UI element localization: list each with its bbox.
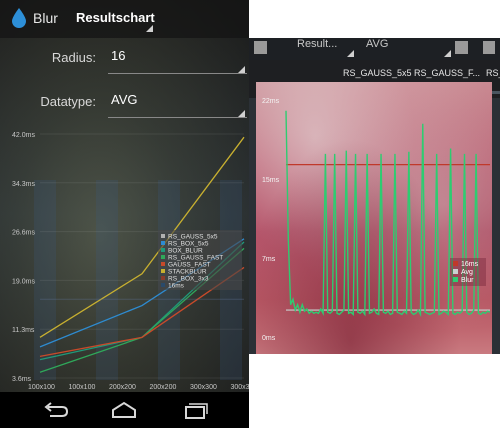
y-tick-label: 7ms [262,256,276,263]
tab-label: RS_B [486,68,500,78]
tab-label: RS_GAUSS_F... [414,68,480,78]
legend-swatch [161,234,165,238]
resultschart-screen: Blur Resultschart Radius: 16 Datatype: A… [0,0,249,428]
legend-swatch [161,241,165,245]
action-bar: Result... AVG [249,38,500,60]
legend-label: RS_BOX_3x3 [168,276,209,283]
view-selector-label: Resultschart [76,10,155,25]
legend-swatch [161,276,165,280]
legend-label: 16ms [168,283,185,290]
settings-icon[interactable] [455,41,468,54]
x-tick-label: 200x200 [109,384,136,391]
radius-value: 16 [111,48,125,63]
legend-label: RS_BOX_5x5 [168,241,209,248]
legend-swatch [161,283,165,287]
back-icon[interactable] [42,400,70,420]
legend-label: GAUSS_FAST [168,262,211,269]
y-tick-label: 19.0ms [12,278,35,285]
navigation-bar [0,392,249,428]
legend-swatch [453,261,458,266]
legend-label: Blur [461,277,474,284]
y-tick-label: 15ms [262,177,280,184]
legend-label: BOX_BLUR [168,248,203,255]
datatype-underline [108,117,247,118]
datatype-label: AVG [366,38,388,50]
y-tick-label: 11.3ms [12,327,35,334]
y-tick-label: 42.0ms [12,132,35,139]
legend-swatch [161,248,165,252]
datatype-label: Datatype: [10,94,96,109]
results-line-chart: 42.0ms34.3ms26.6ms19.0ms11.3ms3.6ms100x1… [0,120,249,392]
blur-detail-screen: Result... AVG RS_GAUSS_5x5 RS_GAUSS_F...… [249,38,500,428]
datatype-value: AVG [111,92,138,107]
view-selector-spinner[interactable]: Result... [297,38,357,60]
x-tick-label: 100x100 [69,384,96,391]
datatype-spinner[interactable]: AVG [366,38,452,60]
datatype-dropdown-icon [238,110,245,117]
legend-label: Avg [461,269,473,276]
y-tick-label: 22ms [262,98,280,105]
x-tick-label: 100x100 [28,384,55,391]
spinner-dropdown-icon [146,25,153,32]
home-icon[interactable] [110,400,138,420]
app-icon [254,41,267,54]
x-tick-label: 200x200 [150,384,177,391]
legend-label: 16ms [461,261,479,268]
tab-label: RS_GAUSS_5x5 [343,68,412,78]
legend-swatch [161,269,165,273]
y-tick-label: 26.6ms [12,230,35,237]
spinner-dropdown-icon [347,50,354,57]
y-tick-label: 3.6ms [12,376,32,383]
radius-dropdown-icon [238,66,245,73]
legend-swatch [453,277,458,282]
y-tick-label: 34.3ms [12,181,35,188]
blurred-image-preview: 22ms 15ms 7ms 0ms 16ms Avg Blur [256,82,492,354]
overflow-icon[interactable] [483,41,495,54]
y-tick-label: 0ms [262,335,276,342]
action-bar: Blur Resultschart [0,0,249,38]
legend-swatch [161,255,165,259]
legend-label: RS_GAUSS_5x5 [168,234,218,241]
empty-area [249,354,500,428]
radius-underline [108,73,247,74]
datatype-field[interactable]: AVG [108,88,247,118]
legend-label: STACKBLUR [168,269,207,276]
x-tick-label: 300x300 [190,384,217,391]
datatype-dropdown-icon [444,50,451,57]
radius-label: Radius: [20,50,96,65]
app-title: Blur [33,10,58,26]
radius-field[interactable]: 16 [108,44,247,74]
legend-label: RS_GAUSS_FAST [168,255,223,262]
legend-swatch [453,269,458,274]
legend-swatch [161,262,165,266]
x-tick-label: 300x300 [231,384,250,391]
water-drop-icon [12,8,26,28]
view-selector-spinner[interactable]: Resultschart [76,3,154,33]
view-selector-label: Result... [297,38,337,50]
recents-icon[interactable] [180,400,208,420]
